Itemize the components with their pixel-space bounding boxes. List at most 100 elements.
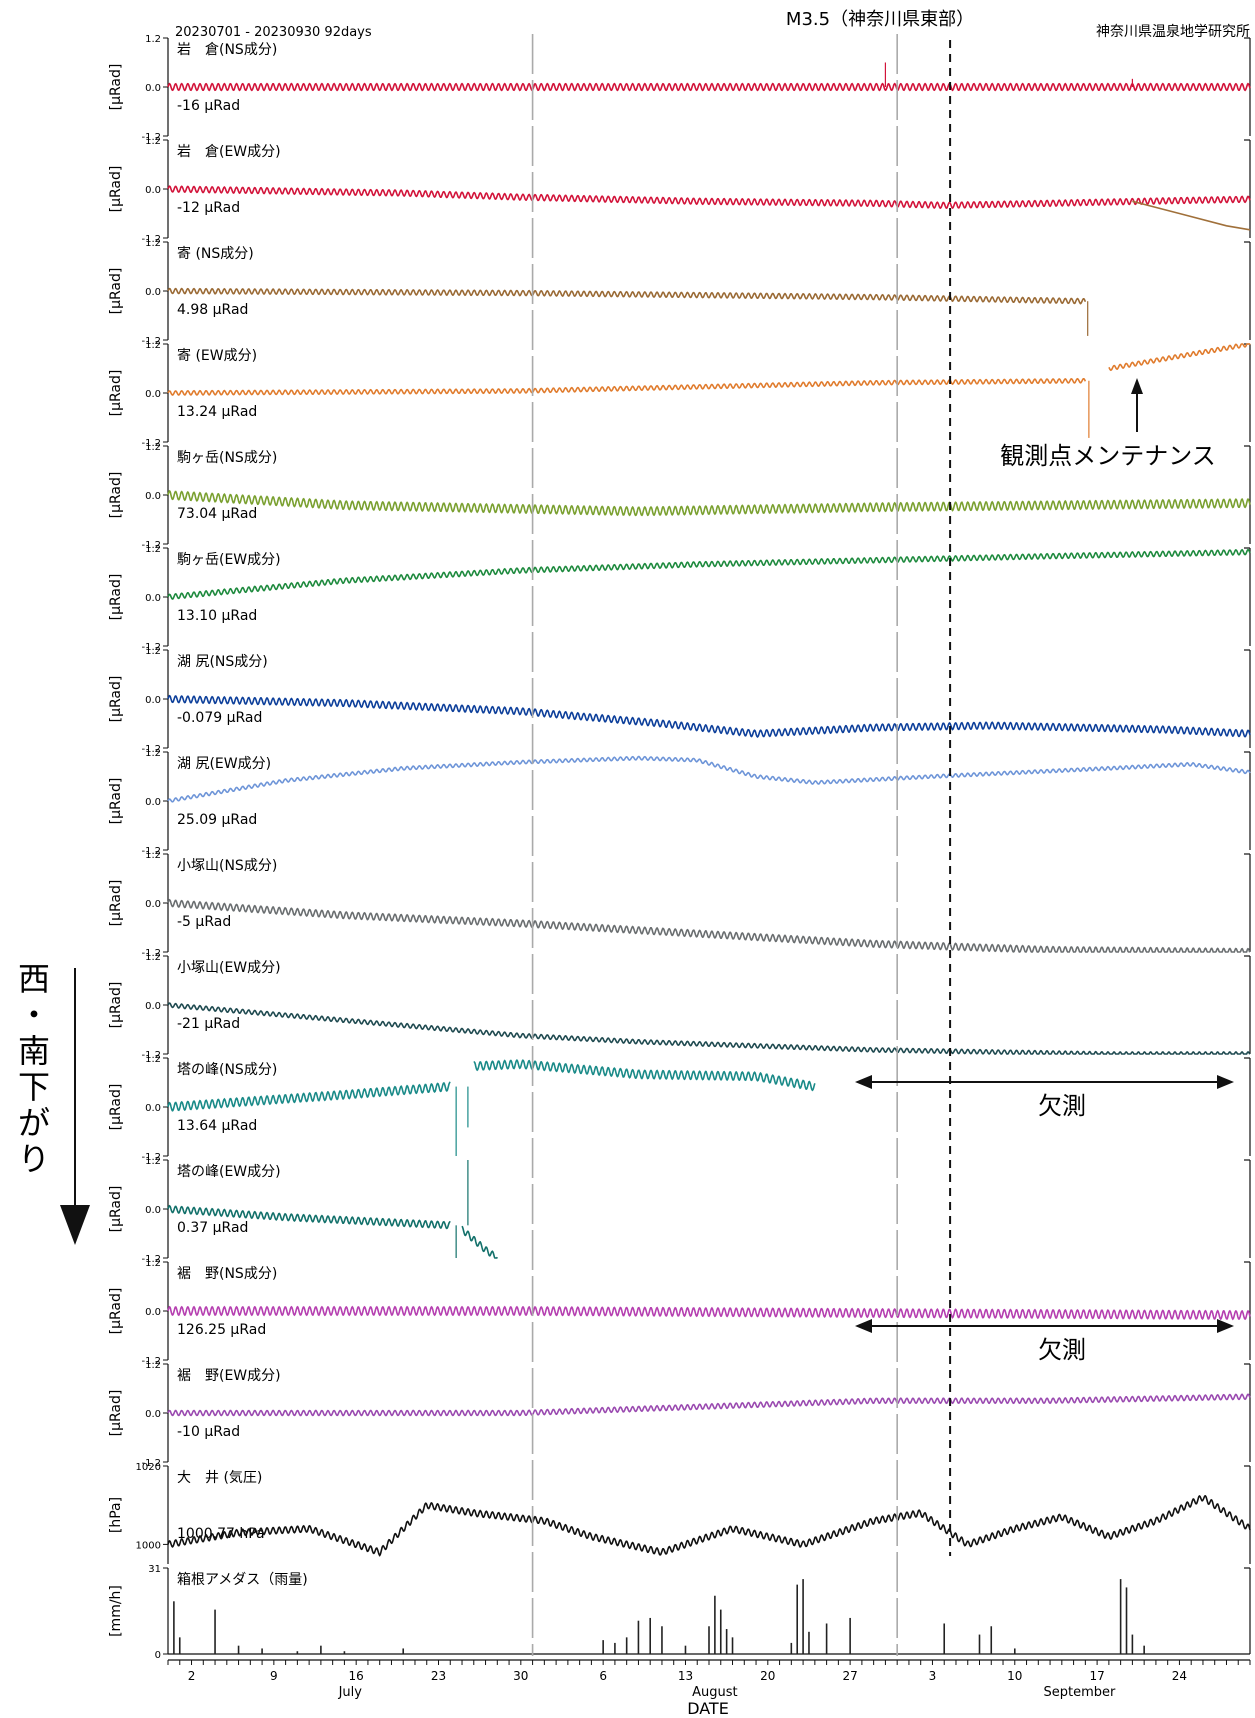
x-tick-label: 30	[513, 1669, 528, 1683]
series-line-1	[1108, 343, 1251, 372]
x-tick-label: 9	[270, 1669, 278, 1683]
range-label: 13.24 μRad	[177, 404, 257, 420]
panel-8: 1.2 0.0 -1.2 [μRad] 小塚山(NS成分) -5 μRad	[108, 850, 1251, 959]
unit-label: [μRad]	[108, 268, 124, 315]
missing-arrow-right-head	[1217, 1319, 1234, 1333]
series-line-0	[167, 1393, 1251, 1417]
missing-annotation-1: 欠測	[1038, 1092, 1086, 1120]
series-line-0	[167, 489, 1251, 517]
panel-title: 駒ヶ岳(EW成分)	[177, 552, 281, 568]
y-tick-label: 0.0	[145, 185, 161, 196]
y-tick-label: 0.0	[145, 797, 161, 808]
range-label: -12 μRad	[177, 200, 240, 216]
x-tick-label: 16	[349, 1669, 364, 1683]
y-tick-label: -1.2	[141, 1458, 161, 1469]
series-line-0	[167, 1081, 451, 1112]
y-tick-label: 0.0	[145, 899, 161, 910]
unit-label: [μRad]	[108, 1186, 124, 1233]
series-line-extra	[1132, 200, 1251, 231]
x-tick-label: 23	[431, 1669, 446, 1683]
panel-0: 1.2 0.0 -1.2 [μRad] 岩 倉(NS成分) -16 μRad	[108, 34, 1251, 143]
x-tick-label: 3	[929, 1669, 937, 1683]
y-tick-label: -1.2	[141, 234, 161, 245]
panel-title: 小塚山(NS成分)	[177, 858, 277, 874]
x-tick-label: 27	[842, 1669, 857, 1683]
side-annotation-char: が	[18, 1104, 50, 1142]
panel-title: 寄 (EW成分)	[177, 347, 257, 364]
y-tick-label: 0.0	[145, 1001, 161, 1012]
range-label: -5 μRad	[177, 914, 231, 930]
panel-7: 1.2 0.0 -1.2 [μRad] 湖 尻(EW成分) 25.09 μRad	[108, 748, 1251, 857]
range-label: 73.04 μRad	[177, 506, 257, 522]
panel-title: 小塚山(EW成分)	[177, 960, 281, 976]
x-tick-label: 6	[599, 1669, 607, 1683]
y-tick-label: 0.0	[145, 491, 161, 502]
unit-label: [μRad]	[108, 982, 124, 1029]
unit-label: [μRad]	[108, 1084, 124, 1131]
range-label: 13.10 μRad	[177, 608, 257, 624]
series-line-0	[167, 1002, 1251, 1055]
y-tick-label: -1.2	[141, 438, 161, 449]
y-tick-label: 1.2	[145, 544, 161, 555]
y-tick-label: 0.0	[145, 287, 161, 298]
y-tick-label: -1.2	[141, 642, 161, 653]
missing-annotation-2: 欠測	[1038, 1336, 1086, 1364]
series-line-1	[461, 1225, 498, 1259]
y-tick-label: -1.2	[141, 540, 161, 551]
range-label: -0.079 μRad	[177, 710, 262, 726]
y-tick-label: -1.2	[141, 1254, 161, 1265]
unit-label: [μRad]	[108, 1390, 124, 1437]
header-event: M3.5（神奈川県東部）	[786, 9, 974, 30]
side-annotation-char: 下	[18, 1068, 50, 1106]
y-tick-label: 1.2	[145, 442, 161, 453]
range-label: 13.64 μRad	[177, 1118, 257, 1134]
range-label: -16 μRad	[177, 98, 240, 114]
y-tick-label: 1.2	[145, 340, 161, 351]
y-tick-label: -1.2	[141, 948, 161, 959]
y-tick-label: -1.2	[141, 1152, 161, 1163]
y-tick-label: 1.2	[145, 1360, 161, 1371]
y-tick-label: 1.2	[145, 34, 161, 45]
y-tick-label: 1.2	[145, 136, 161, 147]
range-label: 4.98 μRad	[177, 302, 248, 318]
panel-5: 1.2 0.0 -1.2 [μRad] 駒ヶ岳(EW成分) 13.10 μRad	[108, 544, 1251, 653]
y-tick-label: -1.2	[141, 132, 161, 143]
y-tick-label: 1.2	[145, 1054, 161, 1065]
y-tick-label: 1.2	[145, 850, 161, 861]
panel-15: 31 0 [mm/h] 箱根アメダス（雨量)	[108, 1564, 1251, 1661]
y-tick-label: 0.0	[145, 389, 161, 400]
y-tick-label: 1.2	[145, 238, 161, 249]
x-tick-label: 20	[760, 1669, 775, 1683]
y-tick-label: 1020	[136, 1462, 161, 1473]
panel-title: 湖 尻(EW成分)	[177, 756, 271, 772]
unit-label: [μRad]	[108, 676, 124, 723]
y-tick-label: 31	[148, 1564, 161, 1575]
y-tick-label: 0.0	[145, 593, 161, 604]
panel-11: 1.2 0.0 -1.2 [μRad] 塔の峰(EW成分) 0.37 μRad	[108, 1156, 1251, 1265]
unit-label: [μRad]	[108, 778, 124, 825]
y-tick-label: 0	[155, 1650, 161, 1661]
series-line-0	[167, 82, 1251, 92]
unit-label: [μRad]	[108, 574, 124, 621]
y-tick-label: 1.2	[145, 952, 161, 963]
unit-label: [μRad]	[108, 472, 124, 519]
x-tick-label: 24	[1172, 1669, 1187, 1683]
series-line-0	[167, 377, 1087, 396]
missing-arrow-right-head	[1217, 1075, 1234, 1089]
unit-label: [μRad]	[108, 1288, 124, 1335]
panel-title: 塔の峰(NS成分)	[177, 1062, 277, 1078]
range-label: -21 μRad	[177, 1016, 240, 1032]
unit-label: [hPa]	[108, 1497, 124, 1533]
y-tick-label: 1.2	[145, 1156, 161, 1167]
unit-label: [μRad]	[108, 880, 124, 927]
panel-1: 1.2 0.0 -1.2 [μRad] 岩 倉(EW成分) -12 μRad	[108, 136, 1251, 245]
side-annotation-char: ・	[18, 996, 50, 1034]
x-axis-label: DATE	[687, 1699, 729, 1718]
side-arrow-head	[60, 1205, 90, 1245]
panels-layer: 1.2 0.0 -1.2 [μRad] 岩 倉(NS成分) -16 μRad 1.2 0.0 -…	[108, 34, 1251, 1661]
series-line-0	[167, 1494, 1251, 1557]
series-line-1	[473, 1059, 816, 1092]
side-annotation-char: り	[18, 1140, 50, 1178]
range-label: -10 μRad	[177, 1424, 240, 1440]
